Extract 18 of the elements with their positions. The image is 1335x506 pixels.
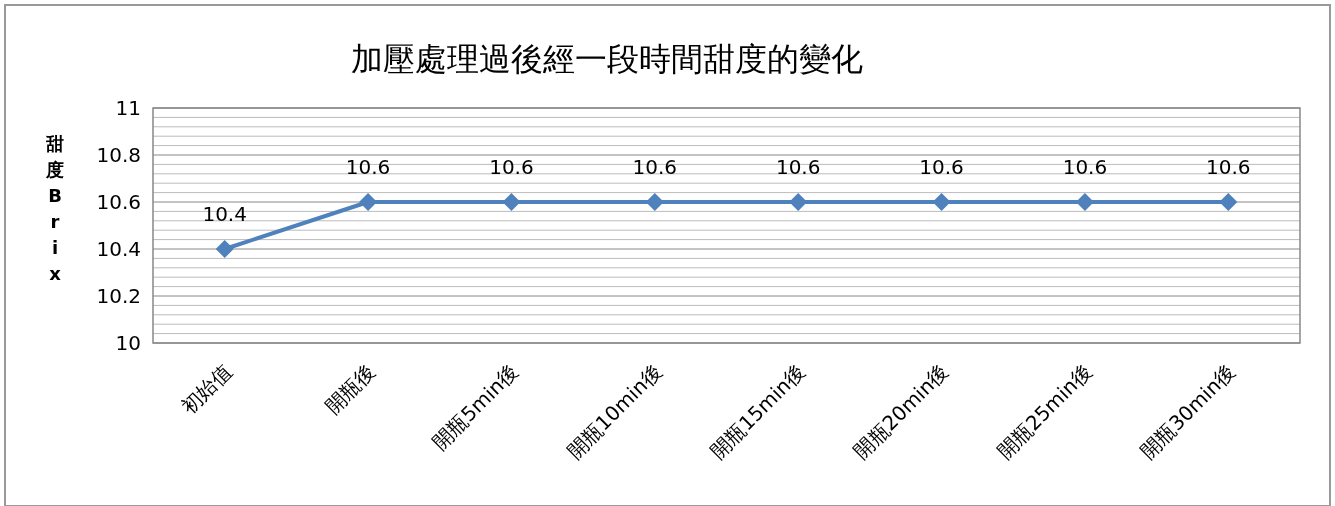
y-tick-label: 10.8 [96,143,141,167]
data-label: 10.6 [489,155,534,179]
y-tick-label: 10.2 [96,284,141,308]
data-label: 10.6 [632,155,678,179]
data-label: 10.6 [1062,155,1108,179]
chart-title: 加壓處理過後經一段時間甜度的變化 [350,40,863,78]
x-tick-label: 開瓶後 [320,359,380,419]
data-label: 10.4 [202,202,247,226]
data-label: 10.6 [775,155,821,179]
data-label: 10.6 [1206,155,1251,179]
y-tick-label: 10.4 [96,237,141,261]
y-axis-title: 甜度Brix [45,133,64,284]
data-label: 10.6 [919,155,964,179]
y-tick-label: 10.6 [96,190,141,214]
data-label: 10.6 [345,155,391,179]
y-tick-label: 11 [115,96,141,120]
x-tick-label: 初始值 [176,359,237,419]
y-tick-label: 10 [115,331,141,355]
